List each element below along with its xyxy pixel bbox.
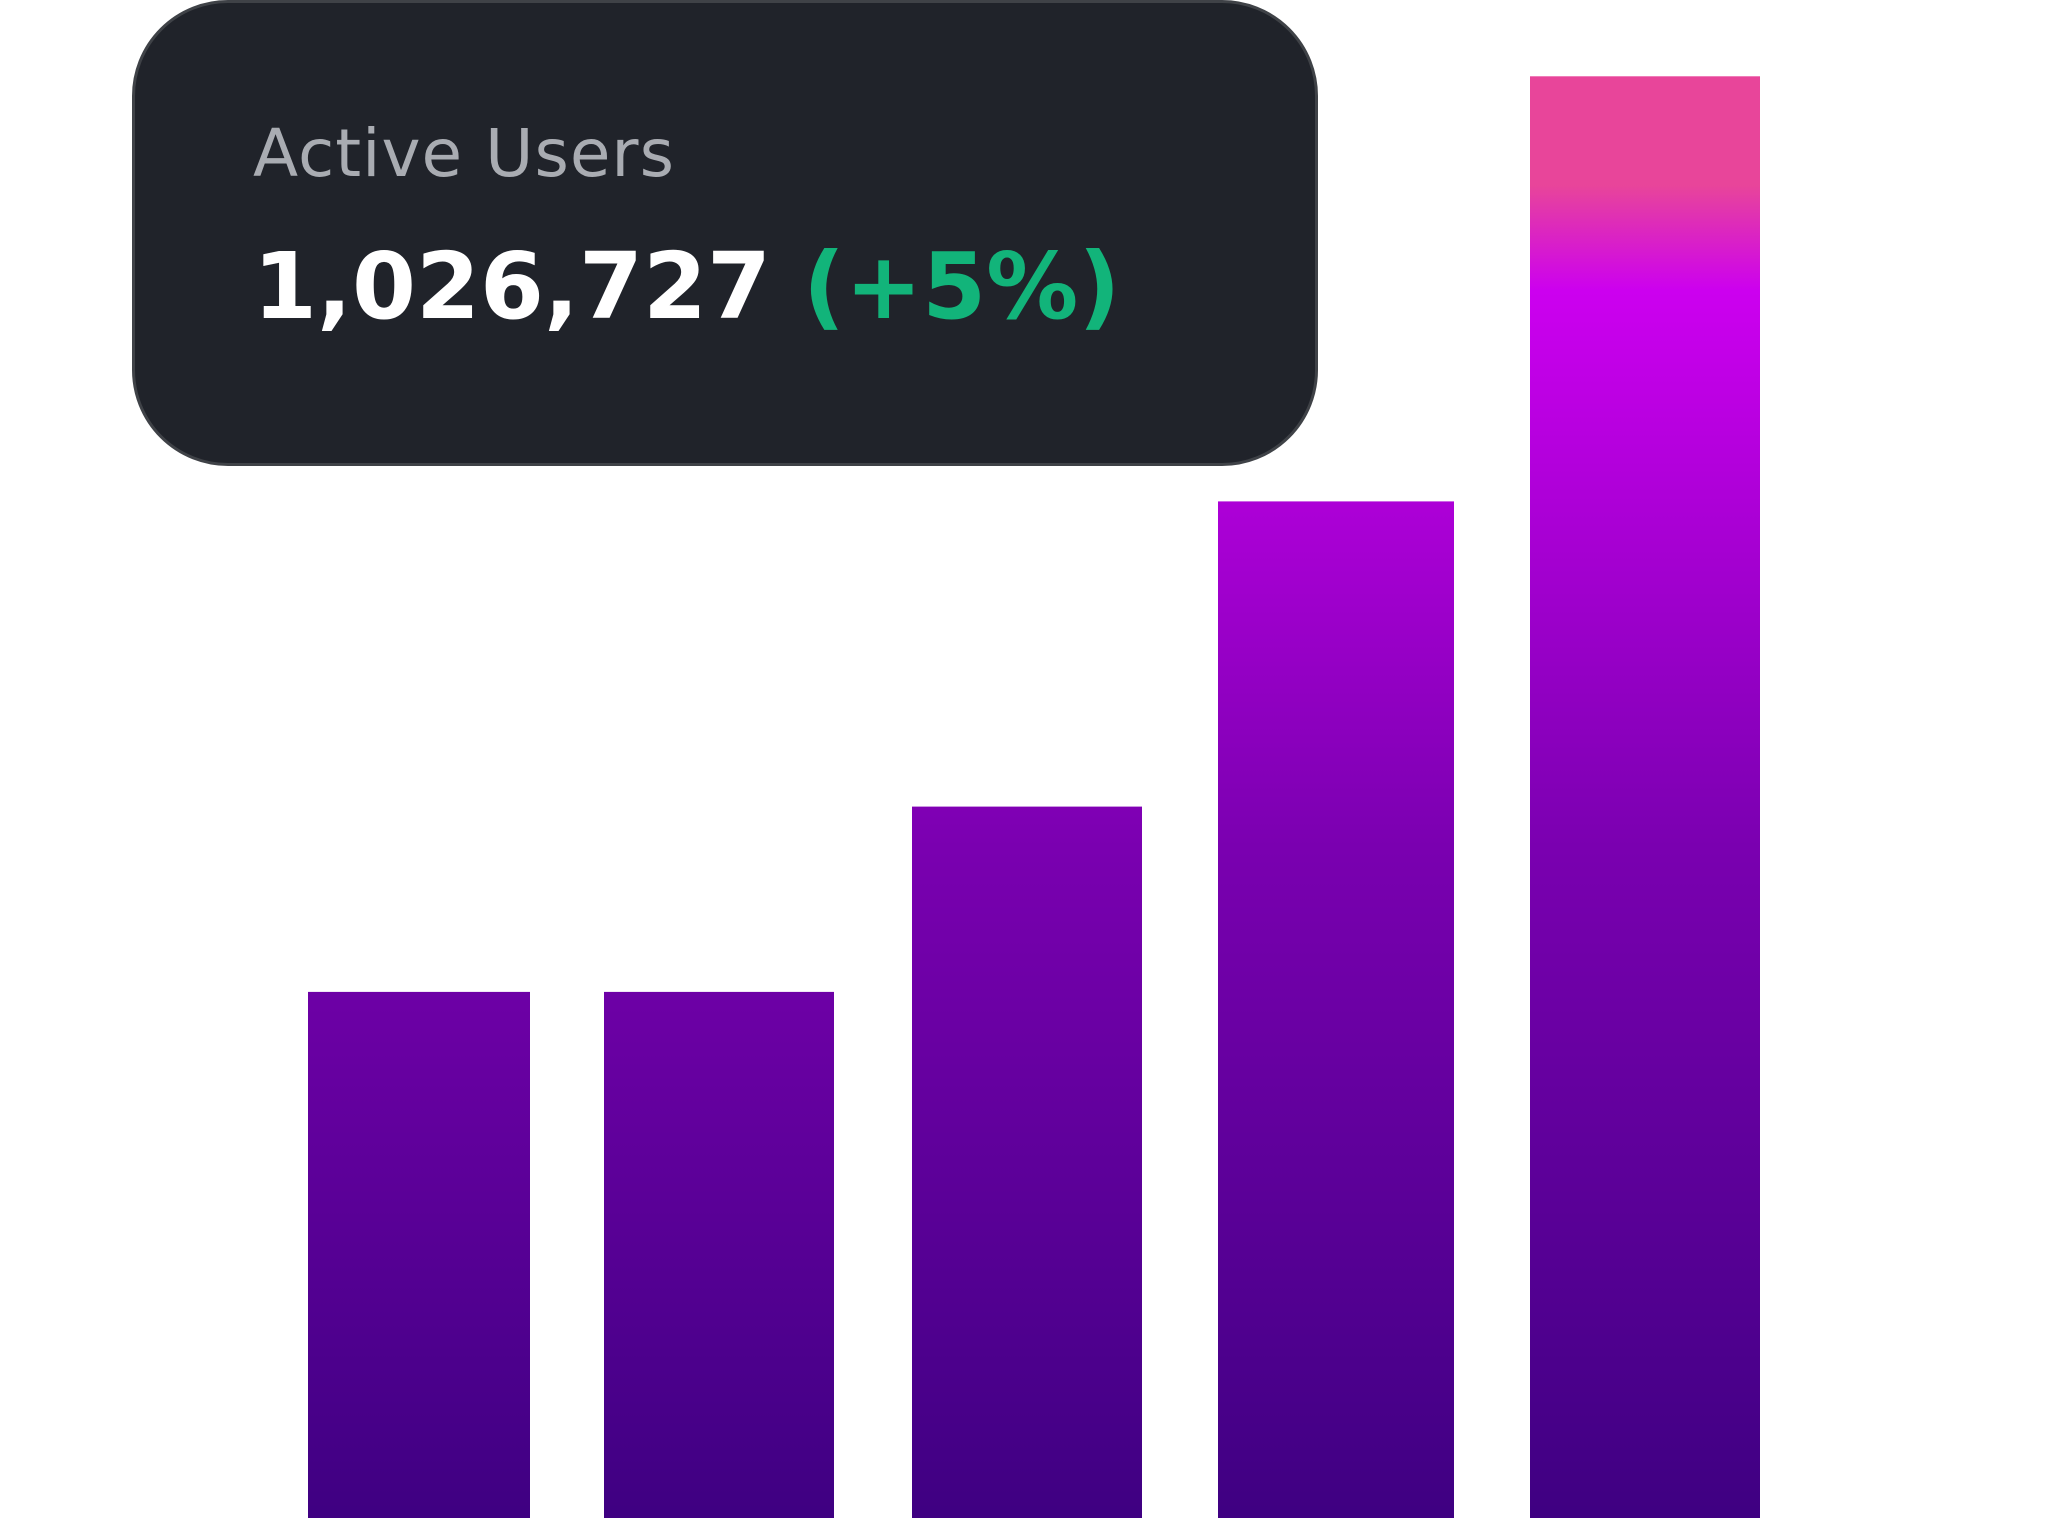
active-users-value: 1,026,727 xyxy=(253,233,771,340)
bar-4 xyxy=(1218,501,1454,1518)
bar-5 xyxy=(1530,76,1760,1518)
card-value-line: 1,026,727 (+5%) xyxy=(253,241,1120,333)
bar-2 xyxy=(604,992,834,1518)
active-users-card: Active Users 1,026,727 (+5%) xyxy=(132,0,1318,466)
bar-1 xyxy=(308,992,530,1518)
bar-3 xyxy=(912,807,1142,1518)
card-label: Active Users xyxy=(253,121,675,187)
percent-change-badge: (+5%) xyxy=(803,233,1120,340)
